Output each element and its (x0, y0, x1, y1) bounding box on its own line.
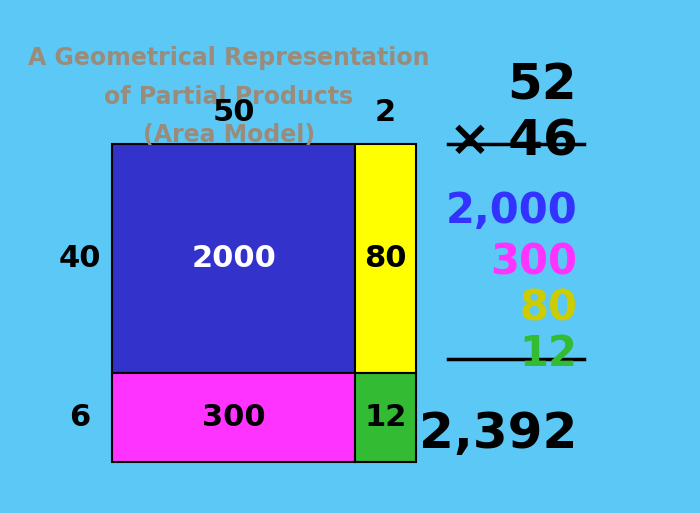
Text: 50: 50 (213, 98, 255, 127)
Text: 40: 40 (59, 244, 102, 272)
Text: 2,000: 2,000 (446, 190, 578, 232)
Text: 52: 52 (508, 62, 578, 110)
Text: 80: 80 (519, 287, 578, 329)
Text: 80: 80 (364, 244, 407, 272)
FancyBboxPatch shape (113, 372, 355, 462)
Text: 2: 2 (375, 98, 396, 127)
FancyBboxPatch shape (355, 372, 416, 462)
Text: 2000: 2000 (191, 244, 276, 272)
Text: 2,392: 2,392 (419, 410, 578, 459)
Text: 300: 300 (490, 241, 578, 283)
Text: (Area Model): (Area Model) (143, 123, 315, 147)
FancyBboxPatch shape (113, 144, 355, 372)
FancyBboxPatch shape (355, 144, 416, 372)
Text: 12: 12 (364, 403, 407, 431)
Text: × 46: × 46 (449, 118, 578, 166)
Text: A Geometrical Representation: A Geometrical Representation (28, 46, 429, 70)
Text: 6: 6 (69, 403, 91, 431)
Text: 300: 300 (202, 403, 265, 431)
Text: of Partial Products: of Partial Products (104, 85, 354, 109)
Text: 12: 12 (519, 333, 578, 376)
